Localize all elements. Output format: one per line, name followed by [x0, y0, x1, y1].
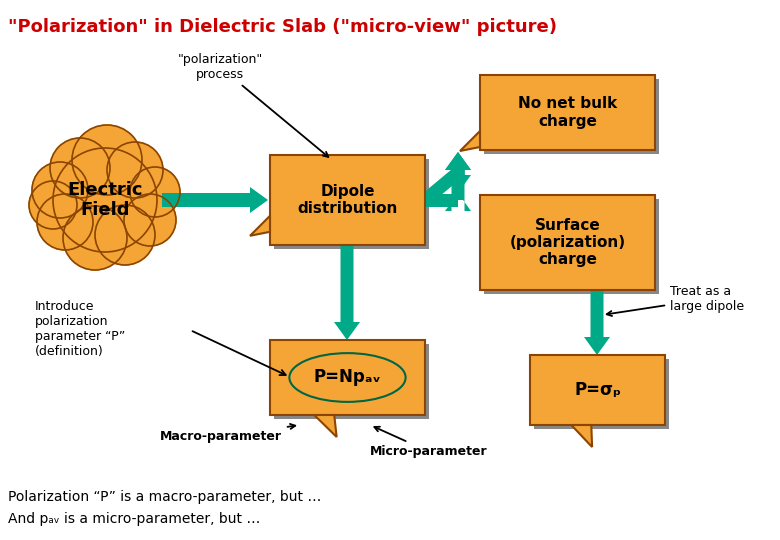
Circle shape [72, 125, 142, 195]
FancyBboxPatch shape [480, 195, 655, 290]
Circle shape [50, 138, 110, 198]
FancyBboxPatch shape [274, 344, 429, 419]
Text: P=σₚ: P=σₚ [574, 381, 621, 399]
Polygon shape [445, 152, 471, 200]
Polygon shape [162, 187, 268, 213]
Text: Micro-parameter: Micro-parameter [370, 427, 488, 458]
Polygon shape [425, 193, 458, 206]
FancyBboxPatch shape [534, 359, 669, 429]
Text: No net bulk
charge: No net bulk charge [518, 96, 617, 129]
Text: P=Npₐᵥ: P=Npₐᵥ [314, 368, 381, 387]
Text: Introduce
polarization
parameter “P”
(definition): Introduce polarization parameter “P” (de… [35, 300, 126, 358]
Circle shape [124, 194, 176, 246]
Polygon shape [250, 216, 270, 236]
Circle shape [37, 194, 93, 250]
FancyBboxPatch shape [484, 79, 659, 154]
FancyBboxPatch shape [270, 340, 425, 415]
Circle shape [130, 167, 180, 217]
FancyBboxPatch shape [270, 155, 425, 245]
FancyBboxPatch shape [480, 75, 655, 150]
Polygon shape [584, 290, 610, 355]
FancyBboxPatch shape [484, 199, 659, 294]
Polygon shape [314, 415, 337, 437]
Text: Treat as a
large dipole: Treat as a large dipole [607, 285, 744, 316]
Circle shape [29, 181, 77, 229]
Text: "polarization"
process: "polarization" process [177, 53, 328, 157]
Circle shape [107, 142, 163, 198]
Text: Macro-parameter: Macro-parameter [160, 424, 296, 443]
Polygon shape [460, 131, 480, 151]
Text: Surface
(polarization)
charge: Surface (polarization) charge [509, 218, 626, 267]
Circle shape [63, 206, 127, 270]
FancyBboxPatch shape [274, 159, 429, 249]
Polygon shape [445, 152, 471, 183]
Text: Dipole
distribution: Dipole distribution [297, 184, 398, 216]
FancyBboxPatch shape [530, 355, 665, 425]
Circle shape [32, 162, 88, 218]
Text: Polarization “P” is a macro-parameter, but …: Polarization “P” is a macro-parameter, b… [8, 490, 321, 504]
Polygon shape [445, 193, 471, 211]
Circle shape [53, 148, 157, 252]
Polygon shape [571, 425, 592, 447]
Text: Electric
Field: Electric Field [67, 180, 143, 219]
Polygon shape [334, 245, 360, 340]
Circle shape [95, 205, 155, 265]
Polygon shape [421, 168, 462, 205]
Polygon shape [445, 163, 471, 193]
Text: And pₐᵥ is a micro-parameter, but …: And pₐᵥ is a micro-parameter, but … [8, 512, 261, 526]
Text: "Polarization" in Dielectric Slab ("micro-view" picture): "Polarization" in Dielectric Slab ("micr… [8, 18, 557, 36]
